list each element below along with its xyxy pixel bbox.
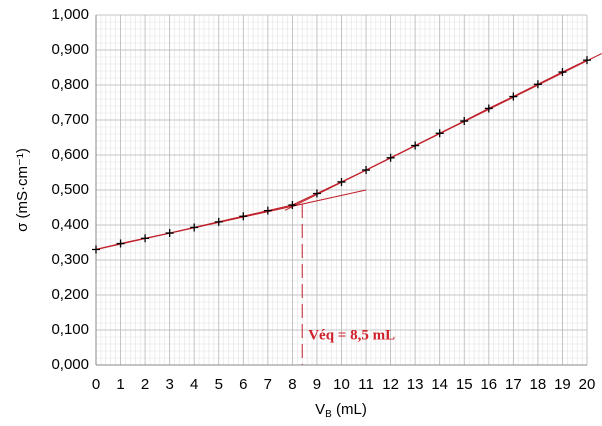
data-point — [386, 153, 395, 162]
x-tick-label: 17 — [505, 376, 522, 393]
data-point — [116, 239, 125, 248]
data-point — [435, 129, 444, 138]
x-tick-label: 9 — [313, 376, 321, 393]
x-tick-label: 8 — [288, 376, 296, 393]
x-tick-label: 0 — [92, 376, 100, 393]
x-tick-label: 7 — [264, 376, 272, 393]
annotation: Véq = 8,5 mL — [308, 327, 395, 343]
data-point — [190, 223, 199, 232]
data-point — [92, 245, 100, 254]
x-label-main: V — [315, 401, 325, 418]
data-point — [239, 212, 248, 221]
data-point — [312, 189, 321, 198]
y-tick-label: 0,900 — [51, 41, 89, 58]
x-tick-label: 11 — [358, 376, 374, 393]
x-tick-label: 6 — [239, 376, 247, 393]
data-point — [263, 206, 272, 215]
x-tick-label: 20 — [579, 376, 596, 393]
y-tick-label: 1,000 — [51, 6, 89, 23]
data-point — [484, 104, 493, 113]
x-tick-label: 1 — [116, 376, 124, 393]
x-tick-label: 18 — [530, 376, 547, 393]
data-point — [337, 177, 346, 186]
data-point — [214, 217, 223, 226]
data-point — [141, 234, 150, 243]
x-tick-label: 19 — [554, 376, 571, 393]
x-axis-label: VB (mL) — [315, 401, 367, 420]
data-point — [411, 141, 420, 150]
x-label-unit: (mL) — [332, 401, 367, 418]
x-tick-label: 10 — [333, 376, 350, 393]
x-tick-label: 15 — [456, 376, 473, 393]
x-tick-label: 13 — [407, 376, 424, 393]
data-point — [509, 92, 518, 101]
x-tick-label: 16 — [480, 376, 497, 393]
data-point — [583, 56, 591, 65]
y-tick-label: 0,200 — [51, 286, 89, 303]
y-tick-label: 0,800 — [51, 76, 89, 93]
y-tick-label: 0,700 — [51, 111, 89, 128]
x-tick-label: 14 — [431, 376, 448, 393]
data-point — [460, 117, 469, 126]
x-tick-label: 5 — [215, 376, 223, 393]
y-axis-label: σ (mS·cm⁻¹) — [14, 148, 31, 232]
y-tick-label: 0,400 — [51, 216, 89, 233]
data-point — [288, 201, 297, 210]
y-tick-label: 0,000 — [51, 356, 89, 373]
x-tick-label: 12 — [382, 376, 399, 393]
x-label-sub: B — [325, 409, 332, 420]
x-tick-label: 3 — [165, 376, 173, 393]
y-tick-label: 0,500 — [51, 181, 89, 198]
data-point — [533, 80, 542, 89]
y-tick-label: 0,300 — [51, 251, 89, 268]
y-tick-label: 0,600 — [51, 146, 89, 163]
y-tick-label: 0,100 — [51, 321, 89, 338]
data-point — [362, 166, 371, 175]
data-point — [558, 68, 567, 77]
x-tick-label: 2 — [141, 376, 149, 393]
data-point — [165, 229, 174, 238]
x-tick-label: 4 — [190, 376, 198, 393]
